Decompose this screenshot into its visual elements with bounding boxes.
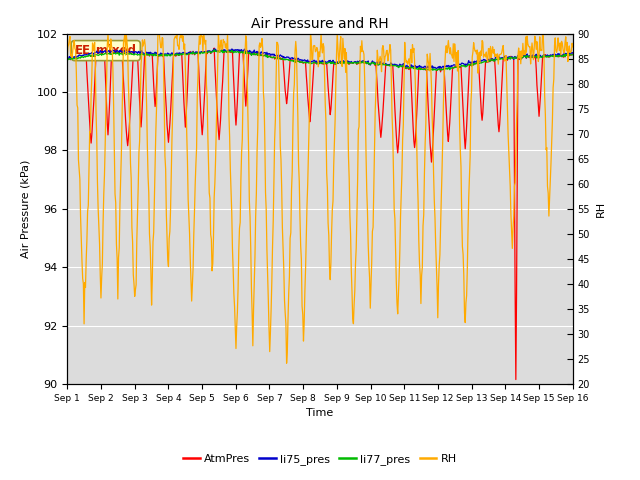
Legend: AtmPres, li75_pres, li77_pres, RH: AtmPres, li75_pres, li77_pres, RH xyxy=(179,450,461,469)
Y-axis label: RH: RH xyxy=(596,201,605,217)
Title: Air Pressure and RH: Air Pressure and RH xyxy=(251,17,389,31)
X-axis label: Time: Time xyxy=(307,408,333,418)
Y-axis label: Air Pressure (kPa): Air Pressure (kPa) xyxy=(20,160,31,258)
Text: EE_mixed: EE_mixed xyxy=(75,44,137,57)
